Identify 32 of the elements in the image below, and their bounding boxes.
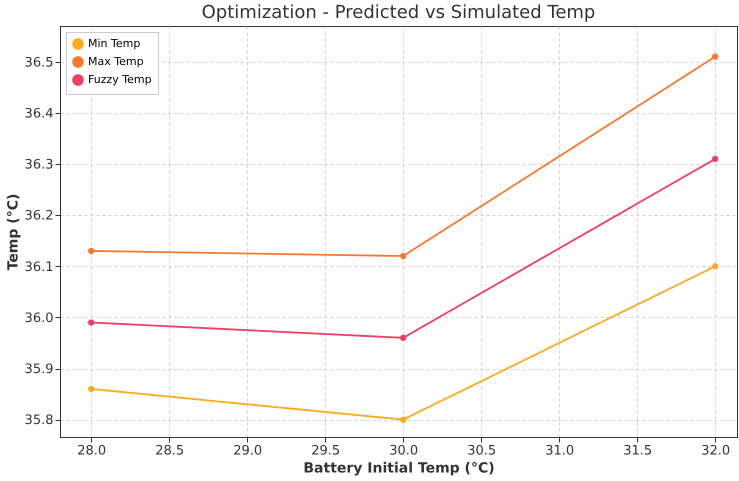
legend-label: Fuzzy Temp bbox=[88, 73, 152, 86]
x-tick-label: 29.5 bbox=[311, 444, 340, 458]
x-tick-label: 31.0 bbox=[545, 444, 574, 458]
legend-label: Max Temp bbox=[88, 55, 144, 68]
point bbox=[712, 54, 718, 60]
y-tick-label: 36.4 bbox=[24, 106, 54, 122]
x-tick-label: 32.0 bbox=[701, 444, 730, 458]
point bbox=[400, 334, 406, 341]
point bbox=[400, 252, 406, 260]
legend-label: Min Temp bbox=[88, 37, 140, 50]
x-tick-label: 30.5 bbox=[467, 444, 496, 458]
y-tick-label: 36.1 bbox=[24, 260, 54, 275]
y-tick-label: 36.3 bbox=[24, 158, 54, 173]
point bbox=[88, 248, 94, 254]
point bbox=[88, 386, 94, 392]
y-tick-label: 35.8 bbox=[24, 413, 54, 428]
x-axis-title: Battery Initial Temp (°C) bbox=[303, 460, 495, 476]
y-tick-label: 36.0 bbox=[24, 310, 54, 326]
y-tick-label: 35.9 bbox=[24, 362, 54, 377]
x-tick-label: 28.5 bbox=[155, 444, 184, 458]
y-tick-label: 36.5 bbox=[24, 55, 54, 70]
point bbox=[400, 416, 406, 423]
y-axis-title: Temp (°C) bbox=[6, 194, 22, 270]
x-tick-label: 29.0 bbox=[233, 444, 262, 458]
point bbox=[712, 263, 718, 270]
chart-title: Optimization - Predicted vs Simulated Temp bbox=[202, 2, 596, 23]
y-tick-label: 36.2 bbox=[24, 208, 54, 224]
point bbox=[712, 156, 718, 162]
point bbox=[88, 319, 94, 326]
x-tick-label: 30.0 bbox=[389, 444, 418, 458]
x-tick-label: 31.5 bbox=[623, 444, 652, 458]
x-tick-label: 28.0 bbox=[77, 444, 106, 458]
